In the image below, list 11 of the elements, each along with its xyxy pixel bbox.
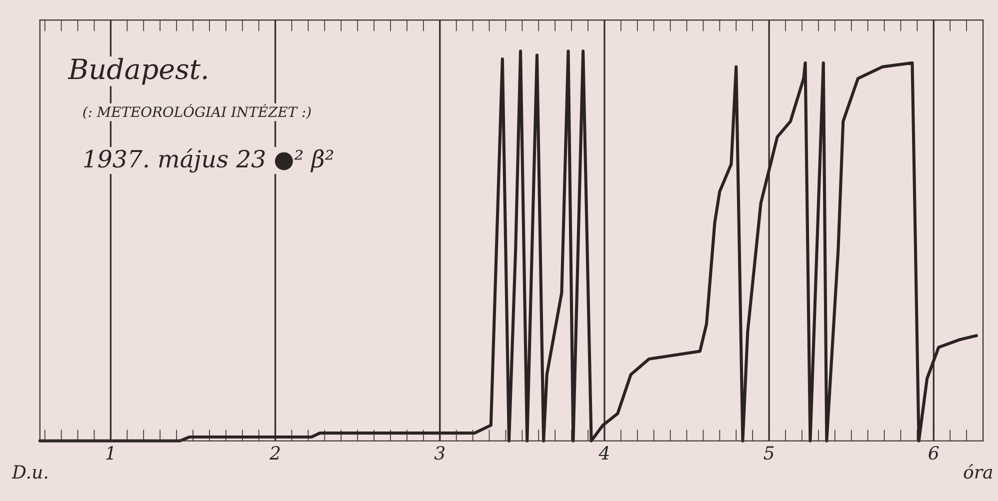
chart-title: Budapest. — [68, 58, 207, 85]
x-tick-label: 5 — [764, 446, 774, 460]
text: D.u. — [12, 465, 48, 479]
x-tick-label: 6 — [928, 446, 939, 460]
annotation: 1937. május 23 ●² β² — [84, 148, 334, 173]
text: (: METEOROLÓGIAI INTÉZET :) — [83, 104, 311, 119]
x-tick-label: 4 — [598, 446, 609, 460]
x-tick-label: 3 — [434, 446, 445, 460]
x-axis-title: óra — [964, 464, 992, 479]
x-tick-label: 2 — [269, 446, 280, 460]
x-tick-label: 1 — [106, 446, 113, 460]
